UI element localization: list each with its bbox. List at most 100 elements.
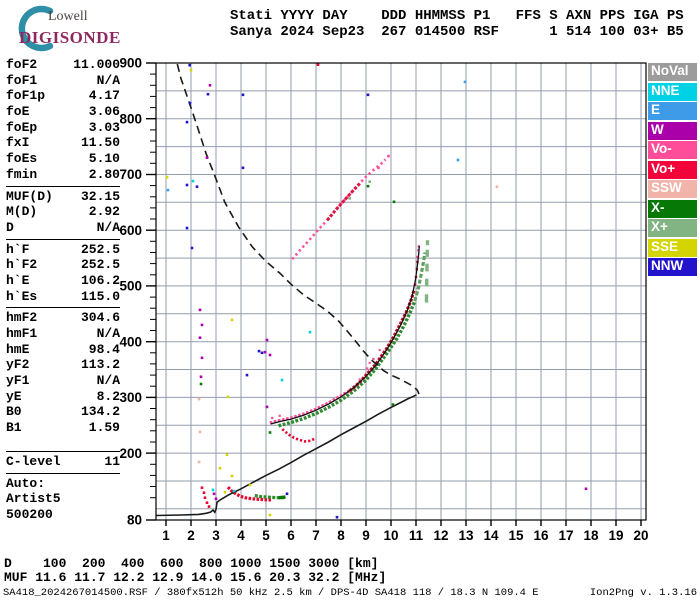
noise-dot-xp (348, 197, 351, 200)
noise-dot-w (265, 338, 269, 342)
header-columns-line: Stati YYYY DAY DDD HHMMSS P1 FFS S AXN P… (230, 8, 684, 24)
x-tick-label: 2 (187, 528, 195, 543)
noise-dot-w (198, 308, 202, 312)
param-label: hmF1 (6, 326, 38, 341)
panel-divider (6, 307, 120, 309)
noise-dot-nnw (188, 63, 191, 67)
param-value: 252.5 (80, 241, 120, 257)
noise-dot-nnw (366, 93, 370, 97)
x-tick-label: 15 (508, 528, 524, 543)
parameter-row: D N/A (6, 220, 120, 236)
distance-row: D 100 200 400 600 800 1000 1500 3000 [km… (4, 556, 379, 571)
es-trace-o-mode (226, 486, 271, 502)
param-label: fxI (6, 135, 30, 151)
x-tick-label: 14 (483, 528, 499, 543)
noise-dot-ssw (197, 397, 201, 401)
param-value: N/A (96, 326, 120, 341)
es-trace-x-dark (278, 495, 286, 500)
header-values-line: Sanya 2024 Sep23 267 014500 RSF 1 514 10… (230, 23, 684, 40)
parameter-row: foF2 11.000 (6, 57, 120, 73)
pink-speck (378, 348, 381, 352)
legend-item-x: X+ (648, 219, 697, 237)
noise-dot-ssw (198, 430, 202, 434)
noise-dot-ssw (197, 460, 201, 464)
param-label: Auto: (6, 475, 46, 491)
y-tick-label: 600 (119, 223, 142, 238)
param-label: h`E (6, 272, 30, 288)
noise-dot-xp (368, 180, 371, 183)
noise-dot-sse (189, 68, 193, 72)
param-label: foF2 (6, 57, 38, 72)
noise-dot-w (205, 156, 209, 159)
panel-divider (6, 472, 120, 474)
noise-dot-nnw (241, 166, 245, 170)
parameter-row: h`Es 115.0 (6, 289, 120, 305)
f-trace-o-mode-red (348, 289, 416, 392)
noise-dot-nnw (285, 492, 289, 496)
noise-dot-sse (248, 483, 252, 487)
noise-dot-nnw (190, 246, 194, 250)
noise-dot-w (263, 350, 267, 354)
noise-dot-sse (226, 395, 230, 399)
noise-dot-w (200, 356, 204, 360)
parameter-row: hmF1 N/A (6, 326, 120, 342)
y-tick-label: 700 (119, 167, 142, 182)
parameter-row: Artist5 (6, 491, 120, 507)
param-value: 8.2 (96, 388, 120, 404)
noise-dot-vop (202, 491, 206, 494)
x-tick-label: 1 (162, 528, 170, 543)
parameter-row: foE 3.06 (6, 104, 120, 120)
noise-dot-sse (218, 466, 222, 470)
y-tick-label: 300 (119, 390, 142, 405)
param-value: 113.2 (80, 357, 120, 373)
noise-dot-sse (230, 474, 234, 478)
f-hook-trace (281, 428, 316, 443)
legend-item-nne: NNE (648, 82, 697, 101)
param-label: foF1 (6, 72, 38, 88)
parameter-row: M(D) 2.92 (6, 204, 120, 220)
panel-divider (6, 185, 120, 187)
param-label: foF1p (6, 88, 46, 104)
parameter-panel: foF2 11.000 foF1 N/A foF1p 4.17 foE 3.06 foEp 3.0… (6, 57, 120, 523)
noise-dot-w (214, 497, 218, 501)
noise-dot-vop (205, 501, 209, 504)
x-tick-label: 3 (212, 528, 220, 543)
pink-speck (368, 361, 371, 364)
muf-row: MUF 11.6 11.7 12.2 12.9 14.0 15.6 20.3 3… (4, 570, 387, 585)
noise-dot-nnw (185, 183, 189, 187)
param-label: Artist5 (6, 491, 61, 507)
param-label: 500200 (6, 506, 53, 522)
param-value: 134.2 (80, 404, 120, 420)
noise-dot-nnw (257, 349, 261, 353)
param-value: 304.6 (80, 310, 120, 326)
parameter-row: Auto: (6, 476, 120, 492)
parameter-row: foF1 N/A (6, 73, 120, 89)
noise-dot-nne (308, 330, 312, 334)
parameter-row: B1 1.59 (6, 420, 120, 436)
parameter-row: h`E 106.2 (6, 273, 120, 289)
parameter-row: h`F 252.5 (6, 242, 120, 258)
parameter-row: h`F2 252.5 (6, 257, 120, 273)
noise-dot-nne (211, 488, 215, 492)
pink-speck (417, 249, 420, 252)
panel-divider (6, 238, 120, 240)
param-label: B0 (6, 404, 22, 420)
parameter-row: foF1p 4.17 (6, 88, 120, 104)
y-tick-label: 500 (119, 279, 142, 294)
logo-text-lowell: Lowell (48, 9, 88, 24)
noise-dot-vop (203, 496, 207, 499)
y-tick-label: 800 (119, 111, 142, 126)
param-label: hmE (6, 341, 30, 357)
status-file-info: SA418_2024267014500.RSF / 380fx512h 50 k… (3, 587, 539, 599)
parameter-row: 500200 (6, 507, 120, 523)
param-value: 5.10 (88, 151, 120, 167)
parameter-row: yF2 113.2 (6, 357, 120, 373)
param-value: N/A (96, 373, 120, 389)
status-program-version: Ion2Png v. 1.3.16 (589, 587, 697, 599)
noise-dot-w (268, 353, 272, 357)
x-tick-label: 13 (458, 528, 474, 543)
noise-dot-nnw (195, 185, 199, 188)
param-label: yF1 (6, 373, 30, 389)
